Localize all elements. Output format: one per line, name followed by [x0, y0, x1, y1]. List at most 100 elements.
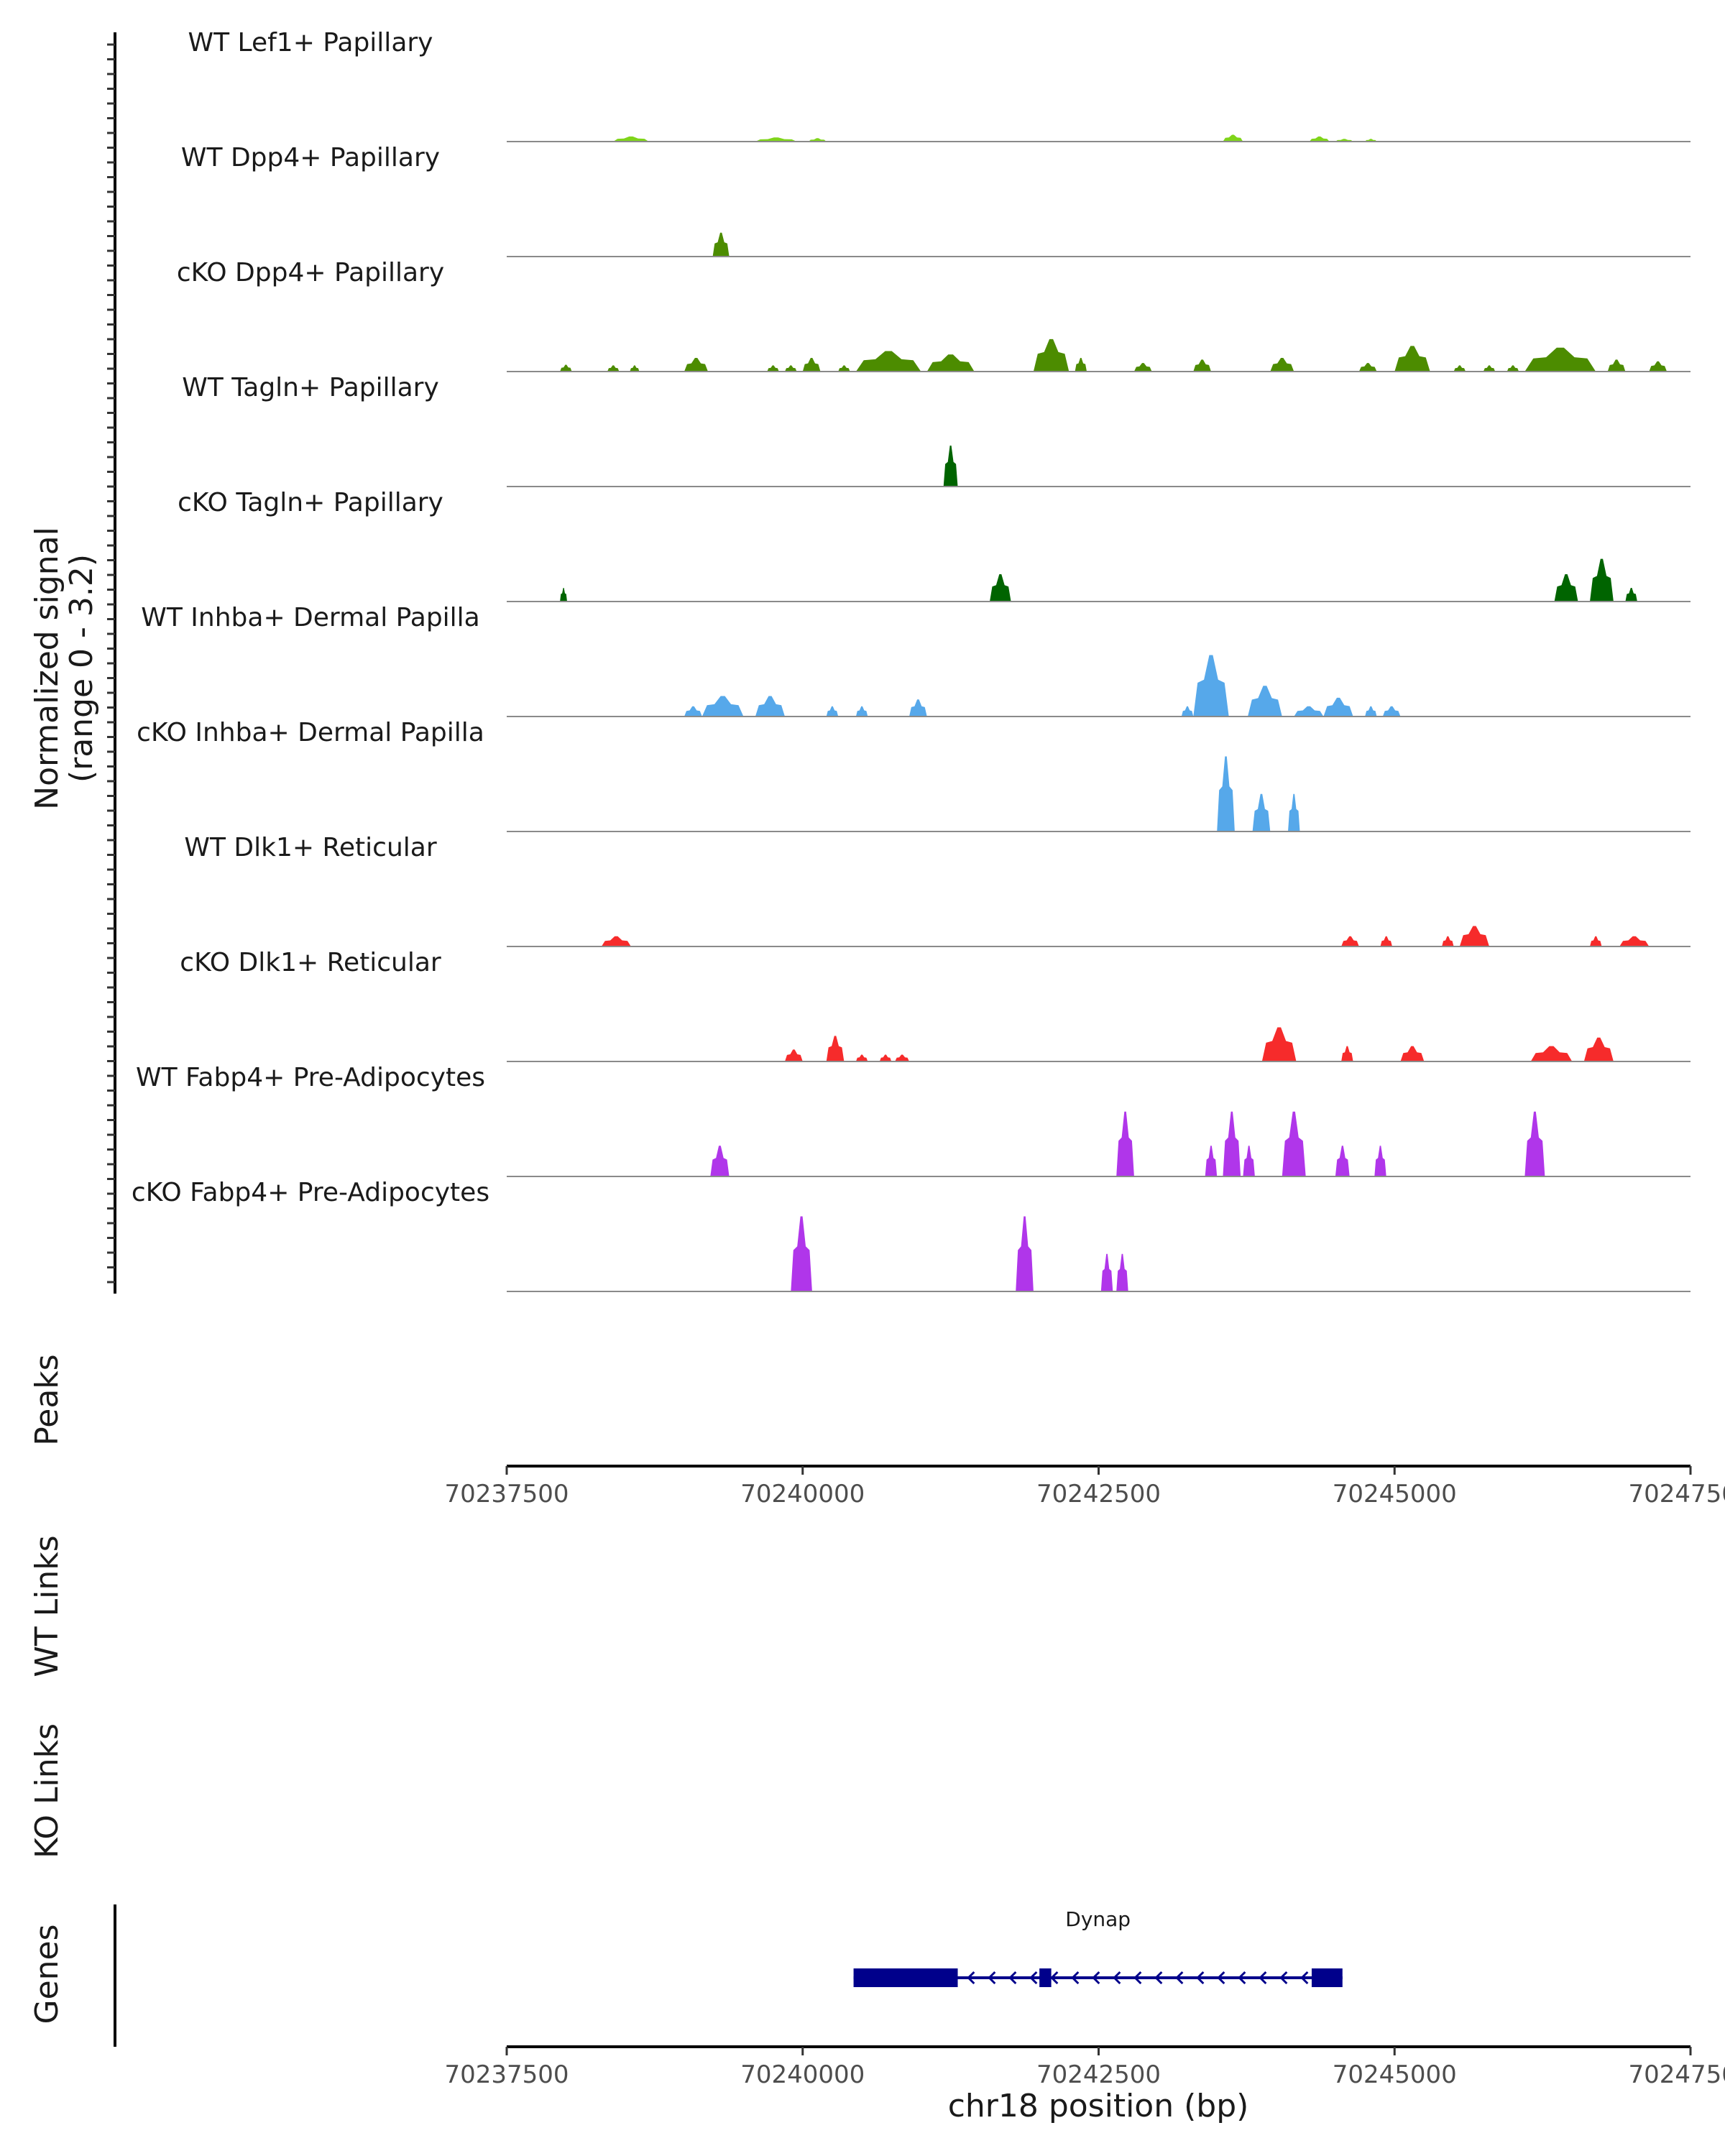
gene-exon: [1039, 1968, 1052, 1987]
coverage-peak: [560, 588, 567, 602]
strand-arrow: [1238, 1971, 1246, 1985]
coverage-peak: [1133, 363, 1152, 372]
coverage-peak: [990, 574, 1011, 602]
track-label: cKO Inhba+ Dermal Papilla: [137, 718, 484, 747]
coverage-peak: [1248, 686, 1282, 717]
coverage-peak: [802, 358, 821, 372]
track-1: WT Lef1+ Papillary: [188, 28, 1690, 142]
track-11: cKO Fabp4+ Pre-Adipocytes: [132, 1178, 1690, 1292]
coverage-peak: [1619, 936, 1650, 946]
coverage-peak: [1583, 1037, 1614, 1061]
coverage-peak: [601, 936, 631, 946]
coverage-peak: [1217, 756, 1235, 831]
coverage-peak: [1261, 1027, 1297, 1061]
coverage-peak: [1365, 706, 1377, 717]
coverage-peak: [710, 1146, 730, 1176]
coverage-peak: [1223, 134, 1243, 142]
coverage-peak: [926, 354, 975, 372]
strand-arrow: [1050, 1971, 1059, 1985]
coverage-peak: [1590, 936, 1602, 946]
coverage-peak: [684, 358, 708, 372]
coverage-peak: [1607, 359, 1626, 372]
coverage-peak: [895, 1054, 909, 1061]
coverage-peak: [1075, 358, 1087, 372]
track-label: WT Dpp4+ Papillary: [181, 143, 440, 172]
strand-arrow: [1071, 1971, 1080, 1985]
coverage-peak: [826, 706, 839, 717]
strand-arrow: [1196, 1971, 1205, 1985]
strand-arrow: [1029, 1971, 1038, 1985]
x-tick-label: 70245000: [1333, 1480, 1457, 1508]
coverage-peak: [1590, 558, 1614, 602]
coverage-tracks: WT Lef1+ Papillary WT Dpp4+ Papillary cKO …: [132, 28, 1690, 1292]
coverage-peak: [1483, 365, 1496, 372]
coverage-peak: [1243, 1146, 1255, 1176]
gene-exon: [1311, 1968, 1343, 1987]
coverage-peak: [755, 137, 797, 142]
coverage-peak: [1193, 359, 1211, 372]
track-2: WT Dpp4+ Papillary: [181, 143, 1690, 257]
coverage-peak: [1400, 1046, 1425, 1061]
x-axis-bottom: 70237500 70240000 70242500 70245000 70247500: [444, 2045, 1725, 2089]
coverage-peak: [1116, 1111, 1134, 1176]
coverage-peak: [879, 1054, 892, 1061]
x-tick-label: 70247500: [1628, 2060, 1725, 2089]
track-label: WT Fabp4+ Pre-Adipocytes: [136, 1063, 485, 1092]
x-tick-label: 70242500: [1036, 2060, 1161, 2089]
x-axis-middle: 70237500 70240000 70242500 70245000 70247500: [444, 1465, 1725, 1508]
coverage-peak: [1288, 793, 1300, 831]
genes-panel-label: Genes: [29, 1924, 65, 2024]
strand-arrow: [1133, 1971, 1142, 1985]
x-tick-label: 70240000: [740, 2060, 865, 2089]
coverage-peak: [943, 446, 958, 487]
x-tick-label: 70247500: [1628, 1480, 1725, 1508]
coverage-peak: [1205, 1146, 1218, 1176]
track-label: cKO Tagln+ Papillary: [178, 488, 443, 517]
strand-arrow: [1175, 1971, 1184, 1985]
track-label: cKO Fabp4+ Pre-Adipocytes: [132, 1178, 489, 1207]
coverage-peak: [826, 1036, 845, 1061]
track-label: WT Inhba+ Dermal Papilla: [141, 603, 479, 632]
coverage-peak: [1252, 793, 1271, 831]
track-label: cKO Dpp4+ Papillary: [177, 258, 444, 287]
strand-arrow: [1259, 1971, 1267, 1985]
coverage-peak: [1100, 1253, 1113, 1291]
y-axis-ticks: [107, 43, 115, 1284]
coverage-peak: [1193, 655, 1229, 717]
gene-label: Dynap: [1065, 1907, 1131, 1931]
coverage-peak: [1335, 1146, 1350, 1176]
coverage-peak: [785, 365, 797, 372]
coverage-peak: [1382, 706, 1401, 717]
coverage-peak: [1282, 1111, 1306, 1176]
y-axis-title-line1: Normalized signal: [29, 527, 65, 810]
track-label: cKO Dlk1+ Reticular: [180, 948, 441, 977]
coverage-peak: [1394, 346, 1430, 372]
coverage-peak: [1524, 1111, 1545, 1176]
gene-exon: [853, 1968, 958, 1987]
strand-arrow: [988, 1971, 996, 1985]
coverage-peak: [1016, 1216, 1034, 1291]
coverage-peak: [1459, 926, 1489, 946]
track-3: cKO Dpp4+ Papillary: [177, 258, 1690, 372]
x-tick-label: 70245000: [1333, 2060, 1457, 2089]
coverage-peak: [1554, 574, 1578, 602]
coverage-peak: [1374, 1146, 1386, 1176]
track-label: WT Lef1+ Papillary: [188, 28, 433, 57]
coverage-peak: [607, 365, 620, 372]
track-7: cKO Inhba+ Dermal Papilla: [137, 718, 1690, 832]
coverage-peak: [755, 696, 785, 717]
track-8: WT Dlk1+ Reticular: [184, 833, 1690, 947]
strand-arrow: [1113, 1971, 1121, 1985]
strand-arrow: [1092, 1971, 1100, 1985]
track-6: WT Inhba+ Dermal Papilla: [141, 603, 1690, 717]
peaks-panel-label: Peaks: [29, 1354, 65, 1445]
coverage-peak: [1530, 1046, 1573, 1061]
coverage-peak: [630, 365, 640, 372]
coverage-peak: [809, 138, 827, 142]
coverage-peak: [613, 136, 649, 142]
strand-arrow: [1300, 1971, 1309, 1985]
coverage-peak: [1309, 136, 1330, 142]
wt-links-panel-label: WT Links: [29, 1535, 65, 1677]
x-tick-label: 70240000: [740, 1480, 865, 1508]
coverage-peak: [909, 699, 927, 717]
